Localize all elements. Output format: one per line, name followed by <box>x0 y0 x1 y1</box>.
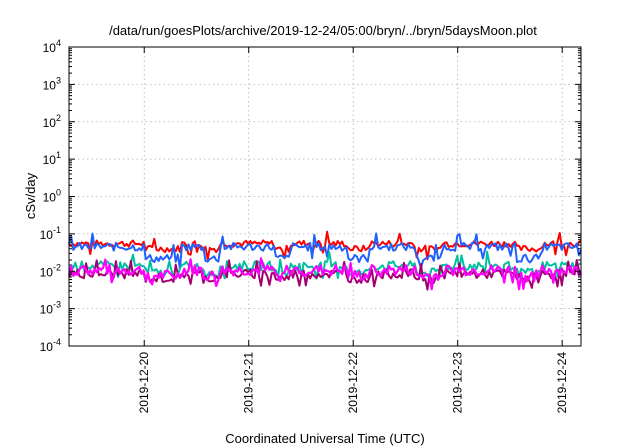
x-axis-label: Coordinated Universal Time (UTC) <box>225 431 424 446</box>
series-line <box>68 250 582 280</box>
y-tick-exponent: 0 <box>56 188 61 198</box>
x-tick-label: 2019-12-20 <box>137 352 151 414</box>
series-line <box>68 232 582 270</box>
plot-grid <box>69 47 581 346</box>
y-tick-label: 104 <box>43 38 61 55</box>
x-axis: 2019-12-20 2019-12-21 2019-12-22 2019-12-23… <box>137 47 569 413</box>
chart-title: /data/run/goesPlots/archive/2019-12-24/0… <box>109 23 537 38</box>
y-tick-label: 103 <box>43 75 61 92</box>
y-tick-exponent: 4 <box>56 38 61 48</box>
x-tick-label: 2019-12-22 <box>346 352 360 414</box>
y-tick-exponent: -4 <box>53 337 61 347</box>
y-tick-exponent: 2 <box>56 113 61 123</box>
y-tick-exponent: -3 <box>53 300 61 310</box>
y-tick-exponent: 1 <box>56 150 61 160</box>
y-tick-label: 101 <box>43 150 61 167</box>
x-tick-label: 2019-12-24 <box>555 352 569 414</box>
x-tick-label: 2019-12-23 <box>451 352 465 414</box>
data-series <box>67 230 582 291</box>
y-tick-label: 100 <box>43 188 61 205</box>
y-tick-label: 10-2 <box>40 262 61 279</box>
y-axis-label: cSv/day <box>23 172 38 219</box>
x-tick-label: 2019-12-21 <box>242 352 256 414</box>
y-tick-label: 102 <box>43 113 61 130</box>
y-tick-exponent: -1 <box>53 225 61 235</box>
y-tick-label: 10-3 <box>40 300 61 317</box>
y-tick-exponent: -2 <box>53 262 61 272</box>
y-tick-label: 10-1 <box>40 225 61 242</box>
y-tick-label: 10-4 <box>40 337 61 354</box>
series-line <box>67 257 582 291</box>
y-tick-exponent: 3 <box>56 75 61 85</box>
